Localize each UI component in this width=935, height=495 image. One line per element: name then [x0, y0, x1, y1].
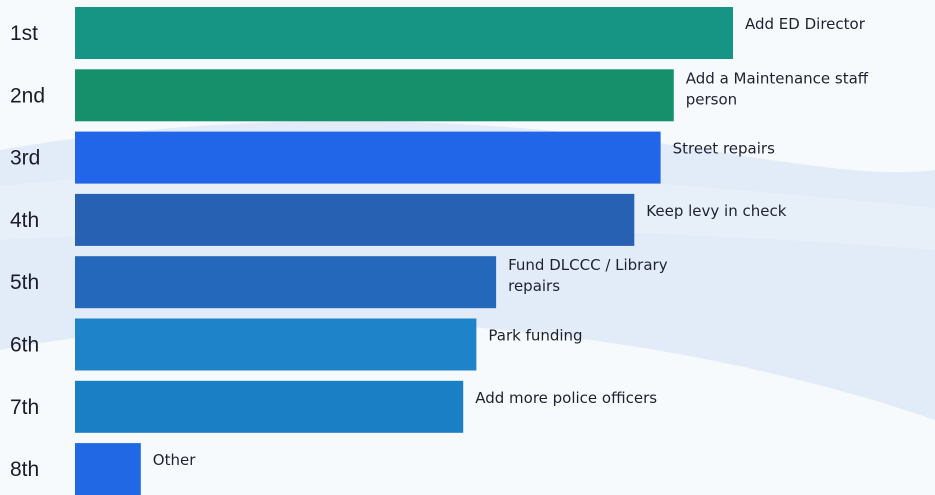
bar-label: Street repairs	[673, 140, 775, 158]
rank-label: 4th	[10, 209, 39, 232]
bar	[75, 193, 635, 246]
bar-label: Add more police officers	[475, 389, 657, 407]
bar-label: Keep levy in check	[646, 202, 786, 220]
bar	[75, 256, 497, 309]
bar	[75, 443, 141, 495]
bar	[75, 69, 674, 122]
bar-label: repairs	[508, 277, 560, 295]
rank-label: 3rd	[10, 147, 40, 170]
rank-label: 6th	[10, 334, 39, 357]
bar-label: Fund DLCCC / Library	[508, 256, 668, 274]
rank-label: 7th	[10, 396, 39, 419]
bars	[75, 7, 733, 495]
bar-label: person	[686, 90, 737, 108]
rank-label: 5th	[10, 271, 39, 294]
bar-labels: Add ED Director Add a Maintenance staff pe…	[153, 15, 869, 469]
bar	[75, 7, 733, 59]
bar	[75, 380, 464, 433]
rank-label: 2nd	[10, 84, 45, 107]
bar-label: Add a Maintenance staff	[686, 69, 869, 87]
rank-label: 1st	[10, 22, 38, 45]
bar	[75, 318, 477, 371]
bar-label: Add ED Director	[745, 15, 866, 33]
bar	[75, 131, 661, 184]
rank-labels: 1st 2nd 3rd 4th 5th 6th 7th 8th	[10, 22, 45, 481]
rank-label: 8th	[10, 458, 39, 481]
bar-label: Other	[153, 451, 196, 469]
bar-label: Park funding	[488, 327, 582, 345]
